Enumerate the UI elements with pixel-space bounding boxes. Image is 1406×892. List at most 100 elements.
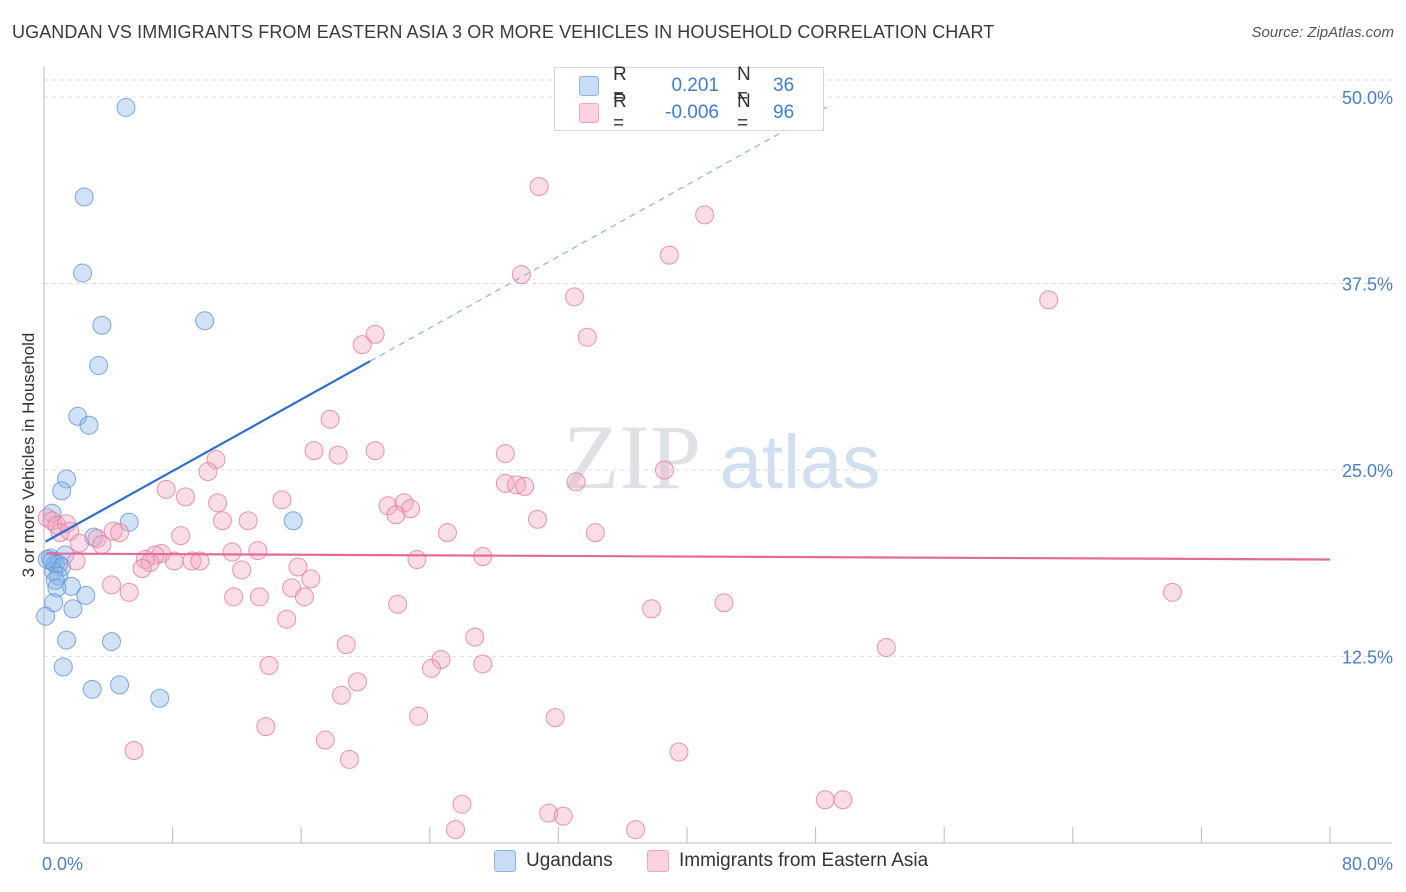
data-point	[150, 688, 170, 708]
data-point	[110, 675, 130, 695]
trend-line-ugandans	[45, 360, 371, 543]
data-point	[190, 551, 210, 571]
data-point	[36, 606, 56, 626]
stats-r-label: R =	[613, 64, 627, 107]
y-tick-label-3: 50.0%	[1342, 88, 1393, 108]
data-point	[61, 576, 81, 596]
data-point	[815, 790, 835, 810]
data-point	[212, 511, 232, 531]
stats-n-value: 96	[773, 102, 795, 123]
data-point	[89, 356, 109, 376]
data-point	[222, 542, 242, 562]
source-label: Source: ZipAtlas.com	[1251, 24, 1394, 41]
data-point	[277, 609, 297, 629]
data-point	[175, 487, 195, 507]
data-point	[171, 526, 191, 546]
data-point	[52, 481, 72, 501]
data-point	[315, 730, 335, 750]
data-point	[92, 315, 112, 335]
data-point	[272, 490, 292, 510]
data-point	[714, 593, 734, 613]
data-point	[47, 578, 67, 598]
series-eastern-asia	[37, 177, 1182, 840]
data-point	[529, 177, 549, 197]
watermark: ZIP atlas	[563, 406, 880, 508]
chart-title: UGANDAN VS IMMIGRANTS FROM EASTERN ASIA …	[12, 22, 995, 42]
data-point	[654, 460, 674, 480]
data-point	[328, 445, 348, 465]
trend-line-ugandans-extrapolated	[370, 103, 832, 362]
data-point	[249, 587, 269, 607]
data-point	[79, 415, 99, 435]
bottom-legend: Ugandans Immigrants from Eastern Asia	[0, 850, 1406, 880]
data-point	[103, 521, 123, 541]
y-tick-label-1: 25.0%	[1342, 461, 1393, 481]
data-point	[156, 479, 176, 499]
legend-swatch-ugandans	[494, 850, 516, 872]
trend-lines	[45, 103, 1331, 561]
data-point	[465, 627, 485, 647]
data-point	[577, 327, 597, 347]
data-point	[119, 512, 139, 532]
data-point	[224, 587, 244, 607]
data-point	[388, 594, 408, 614]
data-point	[124, 740, 144, 760]
data-point	[208, 493, 228, 513]
data-point	[386, 505, 406, 525]
data-point	[37, 550, 57, 570]
data-point	[833, 790, 853, 810]
data-point	[119, 582, 139, 602]
data-point	[473, 654, 493, 674]
legend-item-ugandans[interactable]: Ugandans	[494, 850, 613, 872]
data-point	[195, 311, 215, 331]
data-point	[695, 205, 715, 225]
stats-r-value: 0.201	[671, 75, 719, 96]
data-point	[452, 794, 472, 814]
data-point	[528, 509, 548, 529]
data-point	[73, 263, 93, 283]
data-point	[626, 820, 646, 840]
legend-label-ugandans: Ugandans	[526, 850, 613, 871]
data-point	[437, 523, 457, 543]
data-point	[116, 97, 136, 117]
data-point	[69, 533, 89, 553]
data-point	[642, 599, 662, 619]
data-point	[198, 461, 218, 481]
data-point	[238, 511, 258, 531]
watermark-atlas: atlas	[720, 420, 881, 505]
data-point	[407, 550, 427, 570]
data-point	[659, 245, 679, 265]
data-point	[409, 706, 429, 726]
data-point	[331, 685, 351, 705]
data-point	[132, 558, 152, 578]
y-tick-label-0: 12.5%	[1342, 648, 1393, 668]
data-point	[82, 679, 102, 699]
data-point	[102, 575, 122, 595]
data-point	[288, 557, 308, 577]
stats-swatch-ugandans	[579, 76, 599, 96]
y-tick-label-2: 37.5%	[1342, 275, 1393, 295]
stats-swatch-eastern-asia	[579, 103, 599, 123]
data-point	[352, 335, 372, 355]
data-point	[539, 803, 559, 823]
stats-legend: R = 0.201 N = 36 R = -0.006 N = 96	[554, 64, 824, 134]
data-point	[84, 527, 104, 547]
data-point	[347, 672, 367, 692]
data-points	[36, 97, 1182, 840]
y-axis-label: 3 or more Vehicles in Household	[19, 333, 38, 578]
data-point	[365, 324, 385, 344]
tick-labels: 12.5% 25.0% 37.5% 50.0% 0.0% 80.0%	[42, 88, 1393, 874]
stats-n-value: 36	[773, 75, 795, 96]
data-point	[232, 560, 252, 580]
legend-item-eastern-asia[interactable]: Immigrants from Eastern Asia	[647, 850, 928, 872]
x-tick-label-0: 0.0%	[42, 854, 83, 874]
data-point	[1039, 290, 1059, 310]
data-point	[545, 708, 565, 728]
data-point	[566, 472, 586, 492]
stats-n-label: N =	[737, 91, 751, 134]
data-point	[421, 658, 441, 678]
data-point	[1162, 582, 1182, 602]
data-point	[63, 599, 83, 619]
data-point	[74, 187, 94, 207]
data-point	[53, 657, 73, 677]
